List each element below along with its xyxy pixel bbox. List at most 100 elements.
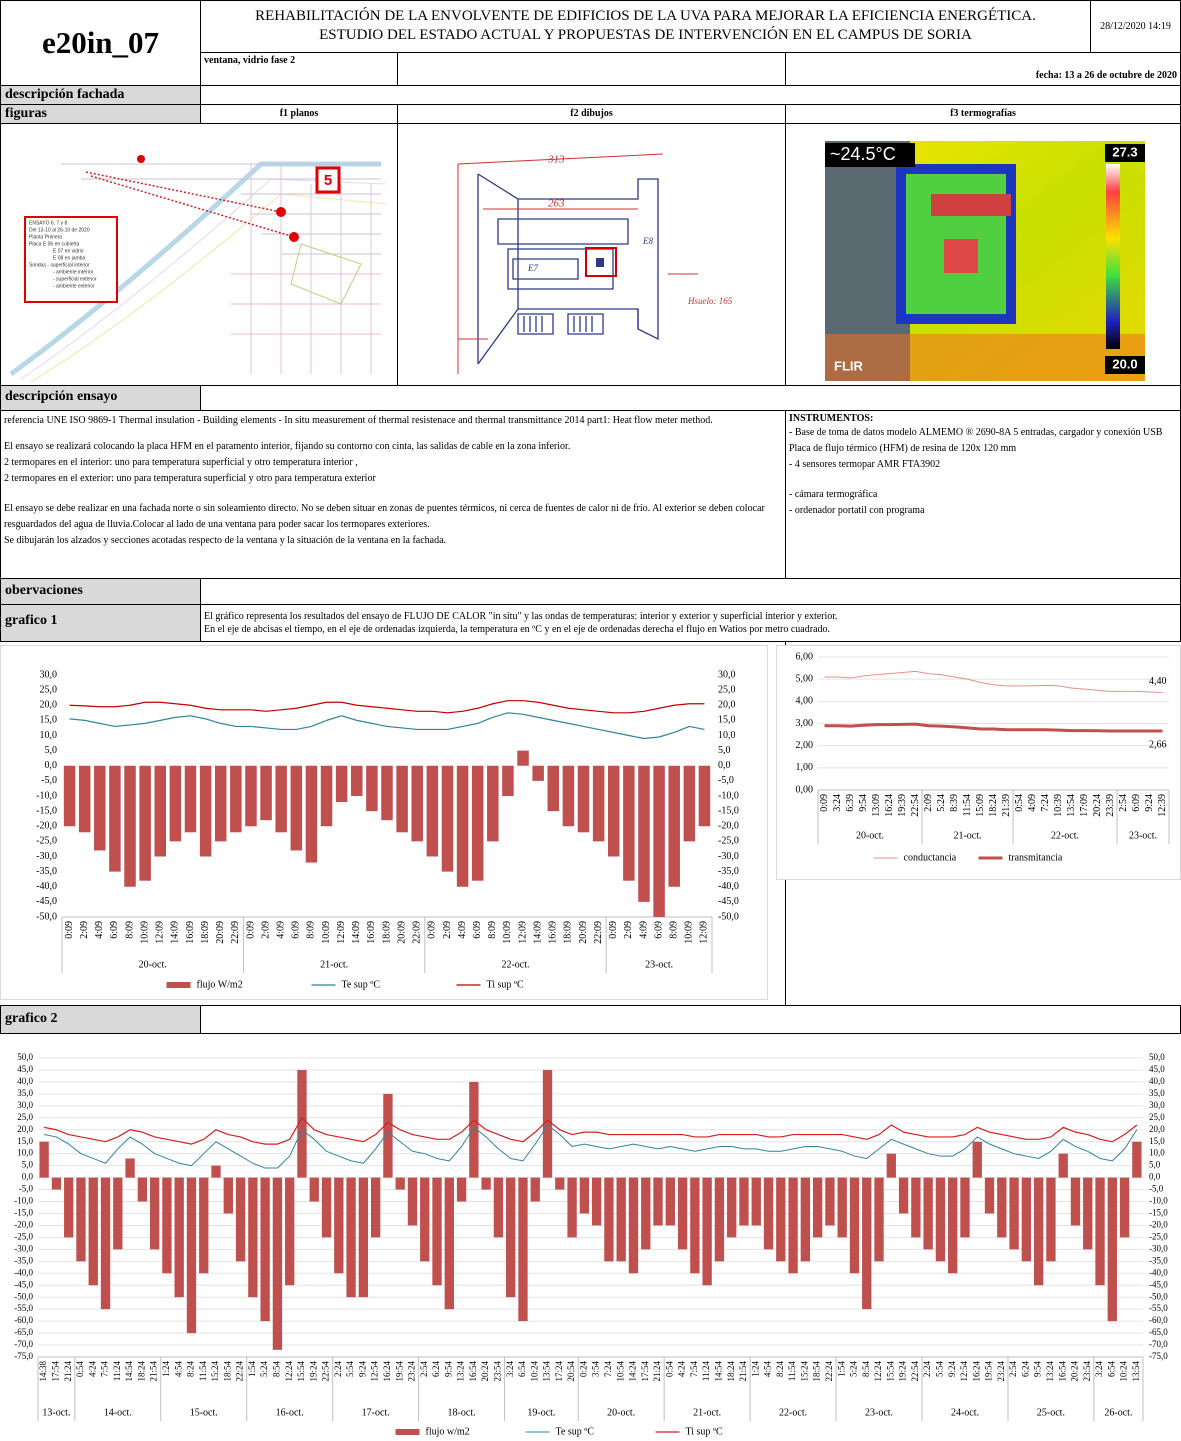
- x-tick-label: 4:09: [457, 921, 468, 939]
- sketch-dimensions: [457, 153, 698, 374]
- temp-bg: [825, 143, 915, 167]
- x-tick-label: 18:09: [563, 921, 574, 944]
- y2-tick-label: 5,0: [718, 745, 731, 756]
- bar: [272, 1177, 283, 1350]
- bar: [184, 765, 197, 833]
- bar: [683, 765, 696, 842]
- figure-cell: 5 ENSAYO 6, 7 y 8 Del 13-10 al 26-10 de …: [0, 123, 398, 386]
- scale-bg: [1105, 356, 1145, 374]
- bar: [139, 765, 151, 881]
- section-label: obervaciones: [0, 578, 201, 605]
- x-tick-label: 22:09: [412, 921, 423, 944]
- x-tick-label: 2:24: [922, 1361, 932, 1378]
- x-tick-label: 12:09: [336, 921, 347, 944]
- x-tick-label: 22:24: [235, 1361, 245, 1382]
- legend-text: ENSAYO 6, 7 y 8 Del 13-10 al 26-10 de 20…: [29, 220, 97, 289]
- bar: [518, 1177, 528, 1322]
- y-tick-label: 1,00: [796, 762, 814, 773]
- marker: [137, 155, 145, 163]
- bar: [51, 1177, 62, 1190]
- x-tick-label: 6:09: [472, 921, 483, 939]
- x-tick-label: 18:09: [381, 921, 392, 944]
- plan-note: Del 13-10 al 26-10 de 2020: [29, 227, 90, 233]
- x-tick-label: 6:39: [845, 794, 856, 812]
- x-tick-label: 17:24: [554, 1361, 564, 1382]
- x-tick-label: 15:09: [975, 794, 986, 817]
- legend-label: conductancia: [904, 852, 957, 863]
- bar: [562, 765, 575, 827]
- bar: [230, 765, 242, 833]
- bar: [493, 1177, 504, 1238]
- paragraph: referencia UNE ISO 9869-1 Thermal insula…: [4, 415, 713, 426]
- y2-tick-label: 10,0: [1149, 1148, 1165, 1158]
- x-tick-label: 21:24: [652, 1361, 662, 1382]
- y-tick-label: 15,0: [17, 1136, 33, 1146]
- x-tick-label: 8:39: [949, 794, 960, 812]
- bar: [305, 765, 318, 863]
- bar: [530, 1177, 540, 1202]
- bar: [94, 765, 106, 851]
- x-tick-label: 19:54: [984, 1361, 994, 1382]
- x-group-label: 22-oct.: [501, 959, 529, 970]
- note-line: En el eje de abcisas el tiempo, en el ej…: [204, 624, 831, 635]
- plan-note: E 08 en jamba: [53, 255, 85, 261]
- legend-label: Te sup ºC: [342, 979, 381, 990]
- chart: 30,0 25,0 20,0 15,0 10,0 5,0 0,0 -5,0 -10,0 -15,0…: [0, 645, 768, 1000]
- x-group-label: 22-oct.: [1051, 830, 1079, 841]
- x-tick-label: 18:09: [200, 921, 211, 944]
- legend-swatch: [395, 1429, 420, 1435]
- y2-tick-label: -45,0: [718, 896, 739, 907]
- section-label: descripción fachada: [0, 85, 201, 105]
- note-line: El gráfico representa los resultados del…: [204, 611, 838, 622]
- bar: [547, 765, 560, 812]
- x-tick-label: 4:54: [763, 1361, 773, 1378]
- x-tick-label: 6:09: [291, 921, 302, 939]
- bar: [604, 1177, 614, 1262]
- x-tick-label: 21:39: [1001, 794, 1012, 817]
- y2-tick-label: 30,0: [718, 669, 736, 680]
- bar: [275, 765, 287, 833]
- thermogram: ~24.5°C 27.3 20.0 FLIR: [825, 141, 1145, 381]
- bar: [199, 765, 212, 857]
- x-tick-label: 10:09: [684, 921, 695, 944]
- y2-tick-label: 50,0: [1149, 1052, 1165, 1062]
- x-tick-label: 20:54: [566, 1361, 576, 1382]
- bar: [174, 1177, 184, 1298]
- x-tick-label: 9:24: [947, 1361, 957, 1378]
- x-tick-label: 0:09: [608, 921, 619, 939]
- y2-tick-label: -25,0: [1149, 1231, 1168, 1241]
- bar: [727, 1177, 737, 1238]
- y2-tick-label: -10,0: [1149, 1196, 1168, 1206]
- plan-note: Planta Primera: [29, 234, 62, 240]
- y-tick-label: -25,0: [36, 836, 57, 847]
- x-tick-label: 16:09: [366, 921, 377, 944]
- bar: [125, 1158, 135, 1178]
- bar: [579, 1177, 590, 1214]
- x-tick-label: 1:24: [161, 1361, 171, 1378]
- bar: [335, 765, 348, 803]
- x-tick-label: 23:54: [492, 1361, 502, 1382]
- y-tick-label: -10,0: [14, 1196, 33, 1206]
- x-tick-label: 18:54: [812, 1361, 822, 1382]
- y2-tick-label: -30,0: [718, 851, 739, 862]
- spot-temp: ~24.5°C: [830, 144, 896, 164]
- bar: [517, 750, 529, 766]
- x-tick-label: 10:09: [139, 921, 150, 944]
- scale-max: 27.3: [1112, 144, 1137, 159]
- legend-label: flujo w/m2: [426, 1426, 470, 1437]
- bar: [334, 1177, 344, 1274]
- x-tick-label: 4:54: [173, 1361, 183, 1378]
- x-tick-label: 5:54: [345, 1361, 355, 1378]
- y2-tick-label: -15,0: [718, 805, 739, 816]
- y-tick-label: -40,0: [36, 881, 57, 892]
- bar: [1033, 1177, 1044, 1286]
- bar: [169, 765, 182, 842]
- bar: [616, 1177, 626, 1262]
- line: [69, 700, 705, 714]
- y-tick-label: -35,0: [36, 866, 57, 877]
- y-tick-label: -50,0: [14, 1291, 33, 1301]
- empty-cell: [200, 385, 1181, 411]
- section-label: grafico 2: [0, 1005, 201, 1034]
- x-group-label: 20-oct.: [139, 959, 167, 970]
